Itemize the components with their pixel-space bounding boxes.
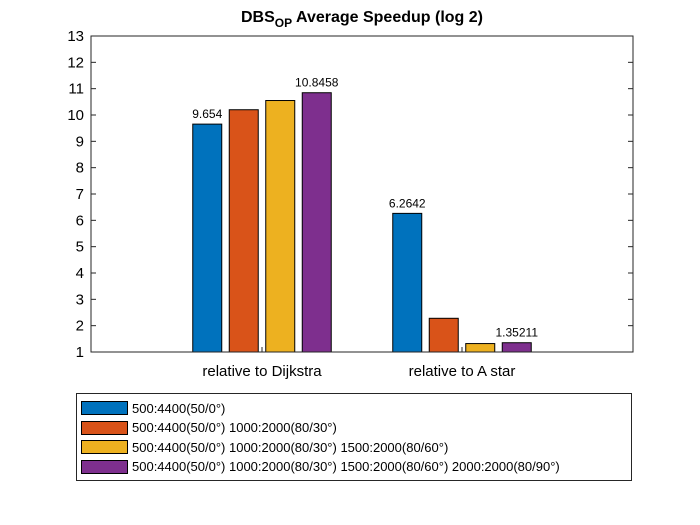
data-label: 1.35211 [496,326,539,340]
legend-item: 500:4400(50/0°) [81,399,225,417]
bar-chart: DBSOP Average Speedup (log 2) 9.654 10.84… [67,9,634,380]
bar-series-1-astar [392,212,423,353]
bar-series-1-dijkstra [192,123,223,353]
data-label: 9.654 [192,107,222,121]
x-category-label: relative to A star [409,363,516,380]
legend-label: 500:4400(50/0°) 1000:2000(80/30°) 1500:2… [132,459,560,474]
legend-item: 500:4400(50/0°) 1000:2000(80/30°) 1500:2… [81,438,448,456]
y-tick-label: 13 [67,28,84,45]
legend-label: 500:4400(50/0°) 1000:2000(80/30°) 1500:2… [132,439,449,455]
data-labels-layer: 9.654 10.8458 6.2642 1.35211 [192,76,538,340]
bar-series-4-dijkstra [301,92,332,353]
y-tick-label: 4 [76,265,84,282]
y-tick-label: 10 [67,107,84,124]
y-tick-label: 11 [68,81,84,98]
chart-title: DBSOP Average Speedup (log 2) [241,9,483,30]
bar-series-4-astar [501,342,532,353]
bar-series-3-dijkstra [265,100,296,353]
x-category-label: relative to Dijkstra [202,363,322,380]
y-tick-label: 12 [67,54,84,71]
bar-series-2-astar [428,317,459,353]
legend-swatch [81,401,128,415]
legend-item: 500:4400(50/0°) 1000:2000(80/30°) 1500:2… [81,458,560,476]
bar-series-2-dijkstra [228,109,259,353]
y-tick-label: 5 [76,239,84,256]
legend-swatch [81,459,128,474]
bar-series-3-astar [465,343,496,353]
legend-swatch [81,420,128,435]
y-tick-label: 9 [76,133,84,150]
y-tick-label: 7 [76,186,84,203]
legend: 500:4400(50/0°) 500:4400(50/0°) 1000:2000… [76,393,632,481]
legend-label: 500:4400(50/0°) [132,400,226,416]
bars-layer [192,92,532,353]
y-tick-label: 3 [76,291,84,308]
legend-swatch [81,440,128,454]
data-label: 6.2642 [389,196,426,210]
data-label: 10.8458 [295,76,339,90]
legend-item: 500:4400(50/0°) 1000:2000(80/30°) [81,419,337,437]
x-axis-categories: relative to Dijkstra relative to A star [202,347,515,380]
y-tick-label: 2 [76,318,84,335]
y-tick-label: 1 [76,344,84,361]
y-tick-label: 6 [76,212,84,229]
y-tick-label: 8 [76,160,84,177]
legend-label: 500:4400(50/0°) 1000:2000(80/30°) [132,420,337,435]
plot-area-border [90,35,634,353]
